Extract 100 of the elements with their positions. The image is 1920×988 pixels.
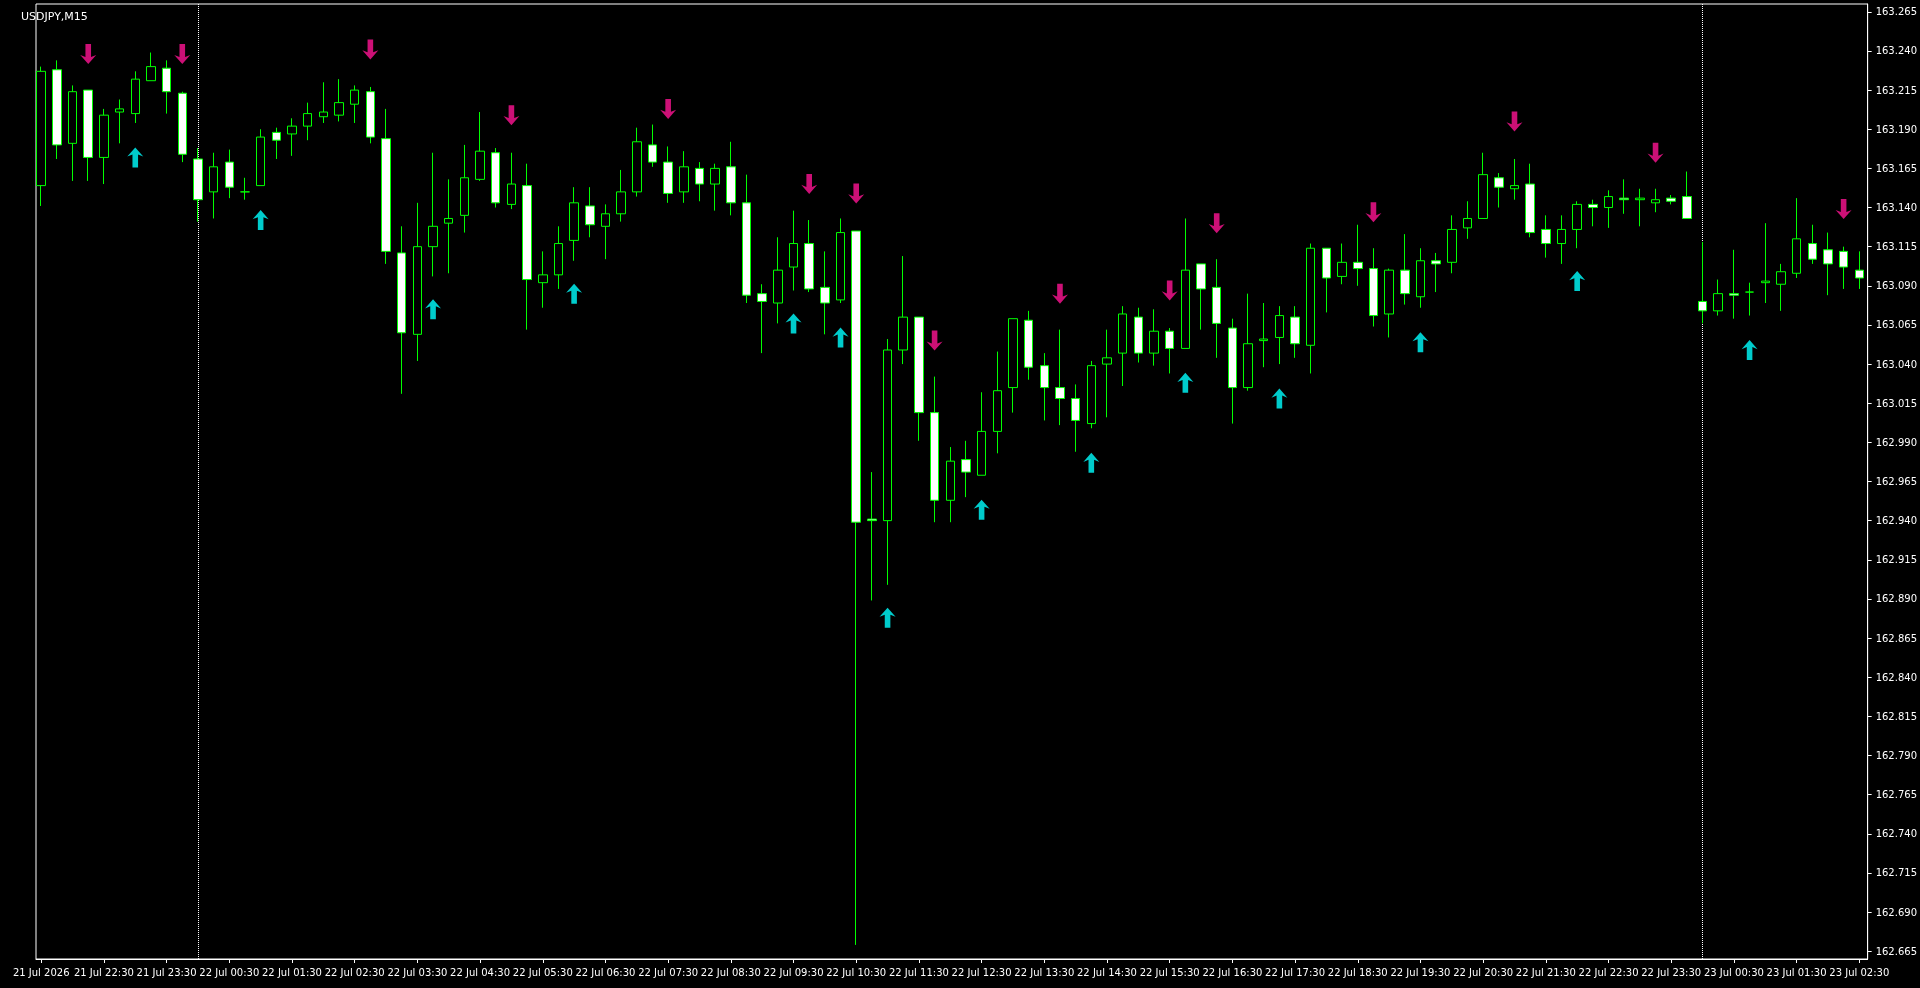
point — [503, 105, 520, 126]
y-tick-label: 163.090 — [1875, 280, 1918, 292]
candlestick — [1400, 233, 1410, 306]
candlestick — [1745, 282, 1754, 317]
candlestick — [1588, 199, 1598, 227]
point — [1161, 280, 1178, 301]
candlestick — [1855, 250, 1864, 290]
candlestick — [789, 210, 798, 291]
point — [801, 174, 818, 195]
candlestick — [898, 255, 908, 365]
candlestick — [648, 124, 657, 168]
candlestick — [1431, 252, 1441, 293]
text: USDJPY,M15 — [21, 10, 88, 23]
candlestick — [68, 84, 77, 182]
x-tick-label: 21 Jul 23:30 — [136, 966, 197, 978]
candlestick — [1808, 224, 1817, 265]
candlestick — [1353, 224, 1363, 287]
y-tick-label: 162.890 — [1875, 593, 1918, 605]
candlestick — [52, 59, 62, 160]
x-tick-label: 22 Jul 03:30 — [387, 966, 448, 978]
candlestick — [836, 217, 845, 304]
candlestick — [350, 84, 359, 124]
candlestick — [1024, 310, 1033, 381]
point — [425, 299, 442, 320]
candlestick — [1525, 163, 1535, 238]
candlestick — [930, 376, 939, 523]
candlestick — [1761, 222, 1770, 304]
candlestick — [1604, 189, 1613, 229]
y-tick-label: 163.215 — [1875, 84, 1918, 96]
candlestick — [1165, 327, 1174, 374]
candlestick — [256, 128, 265, 187]
x-tick-label: 21 Jul 2026 — [12, 966, 70, 978]
candlestick — [287, 117, 297, 157]
candlestick — [695, 161, 704, 202]
y-tick-label: 162.940 — [1875, 515, 1918, 527]
candlestick — [272, 127, 281, 160]
x-tick-label: 22 Jul 04:30 — [450, 966, 511, 978]
y-tick-label: 162.865 — [1875, 632, 1918, 644]
x-tick-label: 22 Jul 00:30 — [199, 966, 260, 978]
x-tick-label: 23 Jul 00:30 — [1703, 966, 1764, 978]
y-tick-label: 163.140 — [1875, 202, 1918, 214]
candlestick — [1541, 214, 1551, 259]
candlestick — [178, 91, 187, 163]
y-tick-label: 162.915 — [1875, 554, 1918, 566]
point — [80, 44, 97, 65]
candlestick — [1102, 329, 1112, 418]
candlestick — [1228, 318, 1237, 425]
x-tick-label: 22 Jul 20:30 — [1453, 966, 1514, 978]
candlestick — [1776, 263, 1786, 312]
point — [1208, 213, 1225, 234]
candlestick — [319, 81, 328, 124]
candlestick — [1494, 172, 1504, 209]
point — [973, 499, 990, 520]
candlestick — [131, 70, 140, 124]
candlestick — [1181, 217, 1190, 349]
point — [848, 183, 865, 204]
x-tick-label: 22 Jul 02:30 — [324, 966, 385, 978]
candlestick — [867, 471, 877, 601]
candlestick — [428, 152, 438, 277]
candlestick — [460, 144, 469, 234]
candlestick — [773, 236, 783, 324]
x-tick-label: 22 Jul 08:30 — [700, 966, 761, 978]
candlestick — [1651, 188, 1660, 213]
candlestick — [585, 186, 595, 238]
x-tick-label: 23 Jul 01:30 — [1766, 966, 1827, 978]
x-tick-label: 22 Jul 23:30 — [1641, 966, 1702, 978]
x-tick-label: 22 Jul 12:30 — [951, 966, 1012, 978]
candlestick — [491, 147, 500, 209]
y-tick-label: 163.240 — [1875, 45, 1918, 57]
point — [1412, 332, 1429, 353]
point — [1271, 388, 1288, 409]
candlestick — [1196, 263, 1206, 331]
candlestick — [554, 225, 563, 290]
candlestick — [366, 86, 375, 144]
candlestick — [1384, 268, 1394, 338]
y-tick-label: 163.015 — [1875, 397, 1918, 409]
candlestick — [225, 149, 234, 199]
candlestick — [1008, 318, 1018, 414]
candlestick — [1666, 194, 1676, 205]
point — [926, 330, 943, 351]
y-tick-label: 162.665 — [1875, 945, 1918, 957]
candlestick — [146, 52, 156, 82]
candlestick — [1682, 171, 1692, 219]
x-tick-label: 22 Jul 18:30 — [1327, 966, 1388, 978]
y-tick-label: 162.790 — [1875, 749, 1918, 761]
candlestick — [381, 108, 391, 265]
candlestick — [883, 338, 892, 586]
candlestick — [914, 316, 924, 442]
point — [127, 147, 144, 168]
x-tick-label: 22 Jul 11:30 — [888, 966, 949, 978]
candlestick — [1275, 305, 1284, 365]
candlestick — [413, 202, 422, 362]
x-tick-label: 22 Jul 16:30 — [1202, 966, 1263, 978]
point — [1506, 111, 1523, 132]
candlestick — [1212, 258, 1221, 359]
candlestick — [632, 127, 642, 198]
x-tick-label: 22 Jul 01:30 — [262, 966, 322, 978]
candlestick — [616, 169, 626, 223]
y-tick-label: 163.265 — [1875, 6, 1918, 18]
point — [1835, 199, 1852, 220]
